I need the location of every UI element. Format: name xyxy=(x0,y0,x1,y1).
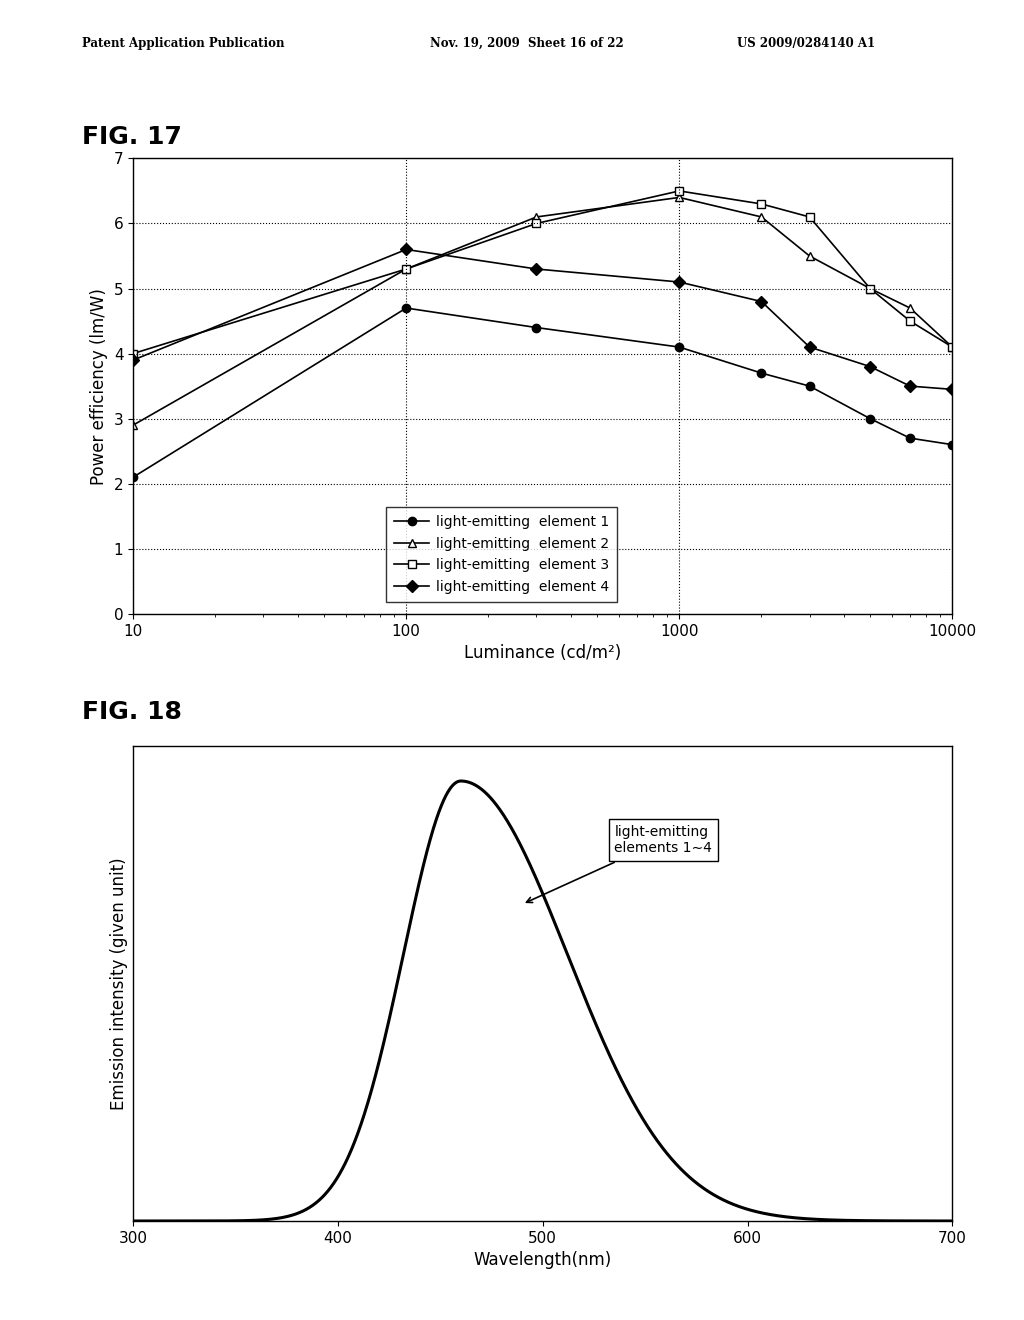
light-emitting  element 4 xyxy=(127,352,139,368)
Y-axis label: Emission intensity (given unit): Emission intensity (given unit) xyxy=(110,857,128,1110)
Y-axis label: Power efficiency (lm/W): Power efficiency (lm/W) xyxy=(90,288,109,484)
light-emitting  element 1 xyxy=(804,378,816,393)
light-emitting  element 3 xyxy=(530,215,543,231)
Line: light-emitting  element 4: light-emitting element 4 xyxy=(129,246,956,393)
light-emitting  element 2 xyxy=(400,261,413,277)
Text: Nov. 19, 2009  Sheet 16 of 22: Nov. 19, 2009 Sheet 16 of 22 xyxy=(430,37,624,50)
light-emitting  element 4 xyxy=(673,275,685,290)
light-emitting  element 1 xyxy=(756,366,768,381)
X-axis label: Wavelength(nm): Wavelength(nm) xyxy=(473,1251,612,1270)
X-axis label: Luminance (cd/m²): Luminance (cd/m²) xyxy=(464,644,622,663)
light-emitting  element 4 xyxy=(756,293,768,309)
Text: US 2009/0284140 A1: US 2009/0284140 A1 xyxy=(737,37,876,50)
light-emitting  element 3 xyxy=(400,261,413,277)
light-emitting  element 1 xyxy=(400,300,413,315)
light-emitting  element 2 xyxy=(904,300,916,315)
Line: light-emitting  element 3: light-emitting element 3 xyxy=(129,186,956,358)
light-emitting  element 1 xyxy=(530,319,543,335)
light-emitting  element 4 xyxy=(804,339,816,355)
light-emitting  element 3 xyxy=(864,281,877,297)
light-emitting  element 1 xyxy=(673,339,685,355)
light-emitting  element 3 xyxy=(756,197,768,213)
light-emitting  element 4 xyxy=(946,381,958,397)
light-emitting  element 2 xyxy=(804,248,816,264)
light-emitting  element 1 xyxy=(946,437,958,453)
light-emitting  element 4 xyxy=(904,378,916,393)
light-emitting  element 3 xyxy=(804,209,816,224)
Text: Patent Application Publication: Patent Application Publication xyxy=(82,37,285,50)
light-emitting  element 3 xyxy=(127,346,139,362)
light-emitting  element 2 xyxy=(946,339,958,355)
light-emitting  element 2 xyxy=(756,209,768,224)
light-emitting  element 1 xyxy=(127,470,139,486)
Line: light-emitting  element 1: light-emitting element 1 xyxy=(129,304,956,482)
light-emitting  element 4 xyxy=(864,359,877,375)
light-emitting  element 2 xyxy=(864,281,877,297)
light-emitting  element 3 xyxy=(904,313,916,329)
light-emitting  element 2 xyxy=(530,209,543,224)
light-emitting  element 4 xyxy=(530,261,543,277)
light-emitting  element 1 xyxy=(864,411,877,426)
light-emitting  element 2 xyxy=(673,190,685,206)
Text: FIG. 17: FIG. 17 xyxy=(82,125,182,149)
light-emitting  element 3 xyxy=(673,183,685,199)
light-emitting  element 4 xyxy=(400,242,413,257)
Text: FIG. 18: FIG. 18 xyxy=(82,700,182,723)
light-emitting  element 2 xyxy=(127,417,139,433)
light-emitting  element 1 xyxy=(904,430,916,446)
Text: light-emitting
elements 1∼4: light-emitting elements 1∼4 xyxy=(526,825,713,903)
Line: light-emitting  element 2: light-emitting element 2 xyxy=(129,193,956,429)
light-emitting  element 3 xyxy=(946,339,958,355)
Legend: light-emitting  element 1, light-emitting  element 2, light-emitting  element 3,: light-emitting element 1, light-emitting… xyxy=(386,507,617,602)
